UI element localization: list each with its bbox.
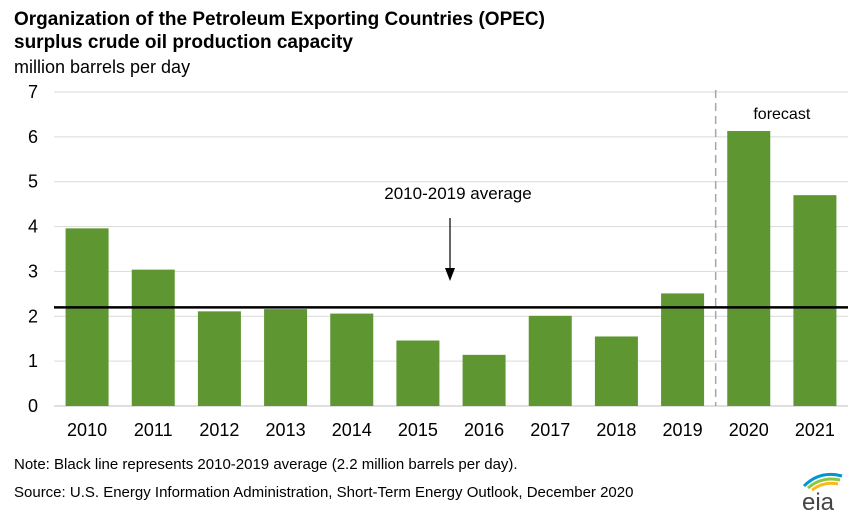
average-label: 2010-2019 average — [384, 184, 531, 203]
x-tick-label: 2020 — [729, 420, 769, 440]
bar — [727, 131, 771, 407]
x-tick-label: 2017 — [530, 420, 570, 440]
bar — [793, 195, 837, 406]
bar — [462, 354, 506, 406]
bar — [594, 336, 638, 406]
chart-source: Source: U.S. Energy Information Administ… — [14, 484, 634, 501]
bar — [65, 228, 109, 406]
y-tick-label: 2 — [28, 306, 38, 326]
chart-note: Note: Black line represents 2010-2019 av… — [14, 456, 518, 473]
y-tick-label: 6 — [28, 127, 38, 147]
y-tick-label: 7 — [28, 82, 38, 102]
bar — [528, 315, 572, 406]
y-tick-label: 0 — [28, 396, 38, 416]
bar — [330, 313, 374, 406]
bar — [661, 293, 705, 406]
x-tick-label: 2013 — [266, 420, 306, 440]
x-tick-label: 2011 — [134, 420, 173, 440]
x-tick-label: 2019 — [663, 420, 703, 440]
forecast-label: forecast — [753, 106, 810, 123]
bar — [264, 309, 308, 406]
average-arrow-head — [445, 268, 455, 281]
chart-title: Organization of the Petroleum Exporting … — [14, 8, 545, 54]
bar-chart: 0 1 2 3 4 5 6 7 2010 2011 2012 2013 2014 2015 2016 201… — [28, 82, 848, 440]
eia-logo-text: eia — [802, 489, 835, 514]
x-tick-label: 2012 — [199, 420, 239, 440]
x-tick-label: 2010 — [67, 420, 107, 440]
x-tick-label: 2014 — [332, 420, 372, 440]
y-tick-label: 3 — [28, 261, 38, 281]
x-tick-label: 2015 — [398, 420, 438, 440]
x-tick-label: 2016 — [464, 420, 504, 440]
y-tick-label: 4 — [28, 217, 38, 237]
bar — [396, 340, 440, 406]
x-tick-label: 2021 — [795, 420, 835, 440]
unit-label: million barrels per day — [14, 57, 191, 77]
eia-logo: eia — [802, 472, 843, 514]
y-tick-label: 1 — [28, 351, 38, 371]
title-line-1: Organization of the Petroleum Exporting … — [14, 9, 545, 30]
x-tick-label: 2018 — [596, 420, 636, 440]
bar — [197, 311, 241, 406]
title-line-2: surplus crude oil production capacity — [14, 32, 353, 53]
y-tick-label: 5 — [28, 172, 38, 192]
bar — [131, 269, 175, 406]
